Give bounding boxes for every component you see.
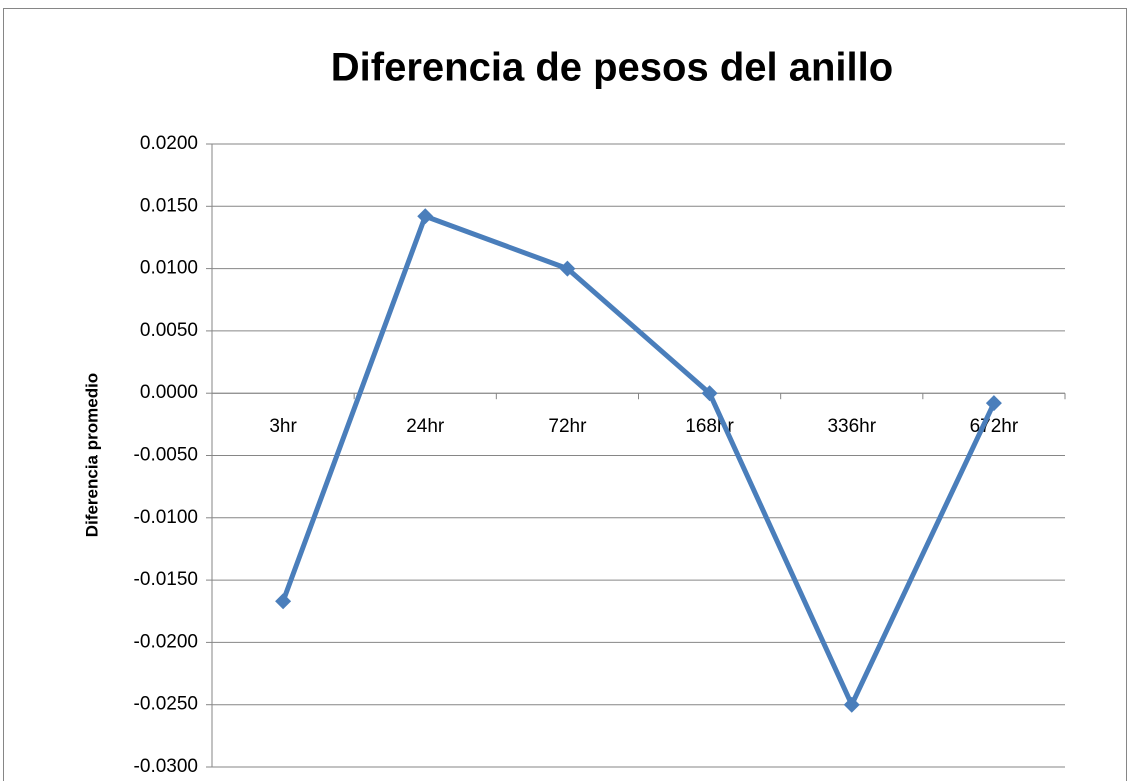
x-tick-label: 24hr <box>406 416 445 437</box>
chart-frame <box>3 8 1127 781</box>
y-tick-label: 0.0150 <box>140 195 198 216</box>
y-tick-label: 0.0100 <box>140 258 198 279</box>
data-marker <box>985 395 1002 412</box>
y-tick-label: -0.0300 <box>134 756 198 777</box>
y-tick-label: 0.0200 <box>140 133 198 154</box>
chart-title: Diferencia de pesos del anillo <box>331 46 893 90</box>
y-tick-label: -0.0250 <box>134 694 198 715</box>
y-tick-label: -0.0200 <box>134 631 198 652</box>
data-marker <box>417 208 434 225</box>
data-marker <box>559 260 576 277</box>
x-tick-label: 3hr <box>269 416 297 437</box>
y-tick-label: -0.0150 <box>134 569 198 590</box>
x-tick-label: 72hr <box>548 416 587 437</box>
y-tick-label: 0.0000 <box>140 382 198 403</box>
x-tick-label: 336hr <box>827 416 876 437</box>
y-axis-label: Diferencia promedio <box>82 373 101 537</box>
y-tick-label: -0.0050 <box>134 445 198 466</box>
data-marker <box>275 593 292 610</box>
data-marker <box>843 696 860 713</box>
y-tick-label: -0.0100 <box>134 507 198 528</box>
y-tick-label: 0.0050 <box>140 320 198 341</box>
series-line <box>280 213 997 708</box>
data-marker <box>701 385 718 402</box>
